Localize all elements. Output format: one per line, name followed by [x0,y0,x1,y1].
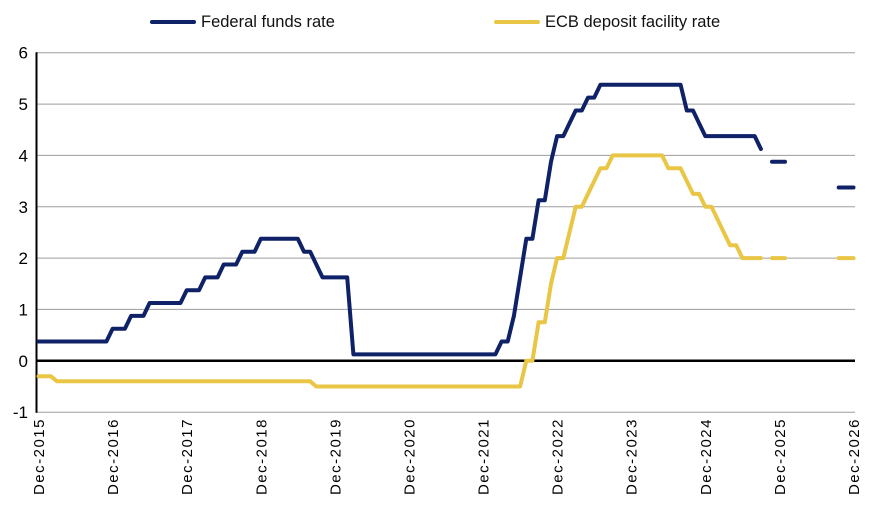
fed-funds-line [36,82,763,357]
x-axis-tick-label: Dec-2020 [402,418,419,495]
legend-label-federal-funds-rate: Federal funds rate [201,12,335,31]
legend-item-federal-funds-rate: Federal funds rate [150,10,335,34]
x-axis-tick-label: Dec-2026 [846,418,863,495]
y-axis-tick-label: 5 [19,95,28,114]
x-axis-tick-label: Dec-2025 [772,418,789,495]
x-axis-tick-label: Dec-2018 [253,418,270,495]
x-axis-tick-label: Dec-2024 [698,418,715,495]
fed-funds-line-swatch [150,20,196,24]
legend-item-ecb-deposit-rate: ECB deposit facility rate [494,10,720,34]
ecb-deposit-line-swatch [494,20,540,24]
x-axis-tick-label: Dec-2022 [550,418,567,495]
y-axis-tick-label: -1 [13,403,28,422]
x-axis-tick-label: Dec-2017 [179,418,196,495]
x-axis-tick-label: Dec-2019 [327,418,344,495]
chart-legend: Federal funds rate ECB deposit facility … [0,10,885,34]
y-axis-tick-label: 0 [19,352,28,371]
x-axis-tick-label: Dec-2021 [476,418,493,495]
y-axis-tick-label: 3 [19,198,28,217]
y-axis-tick-label: 6 [19,44,28,63]
x-axis-tick-label: Dec-2016 [105,418,122,495]
y-axis-tick-label: 1 [19,300,28,319]
ecb-deposit-line [36,153,763,389]
y-axis-tick-label: 4 [19,146,28,165]
x-axis-tick-label: Dec-2023 [624,418,641,495]
legend-label-ecb-deposit-rate: ECB deposit facility rate [545,12,721,31]
x-axis-tick-label: Dec-2015 [31,418,48,495]
y-axis-tick-label: 2 [19,249,28,268]
